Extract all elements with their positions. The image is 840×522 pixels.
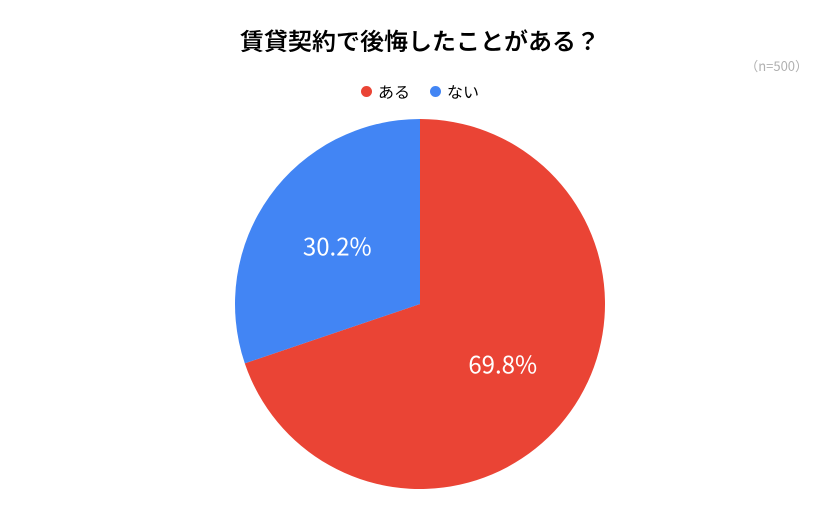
legend-item: ない	[430, 79, 479, 103]
legend-label: ない	[447, 79, 479, 103]
pie-chart-container: 69.8%30.2%	[0, 119, 840, 489]
pie-chart	[235, 119, 605, 489]
legend-marker-icon	[430, 86, 441, 97]
chart-title: 賃貸契約で後悔したことがある？	[0, 0, 840, 57]
legend-item: ある	[361, 79, 410, 103]
chart-legend: ある ない	[0, 79, 840, 103]
legend-label: ある	[378, 79, 410, 103]
sample-size-label: （n=500）	[745, 56, 808, 75]
legend-marker-icon	[361, 86, 372, 97]
